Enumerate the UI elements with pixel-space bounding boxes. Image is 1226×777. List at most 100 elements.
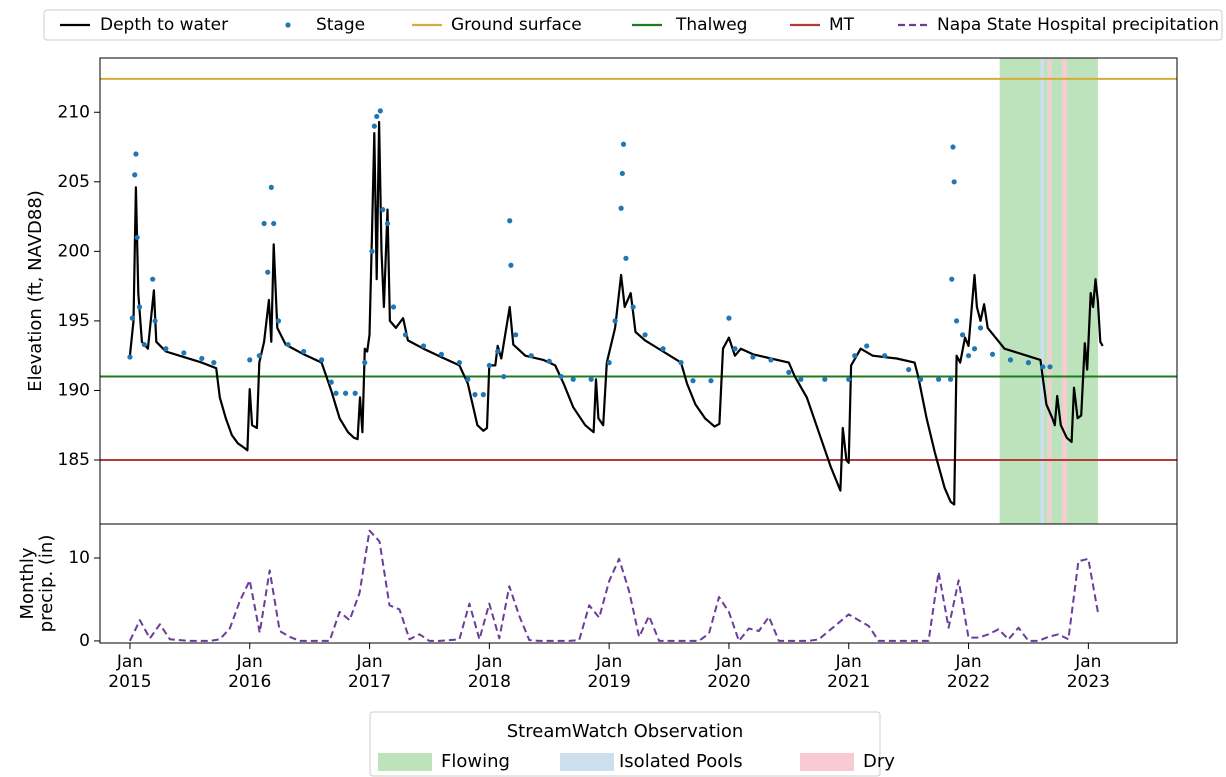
stage-point — [134, 234, 140, 241]
stage-point — [750, 354, 756, 360]
stage-point — [380, 207, 386, 213]
x-tick-label: Jan 2017 — [347, 652, 392, 692]
observation-span — [1040, 58, 1045, 524]
stage-point — [211, 360, 217, 366]
stage-point — [438, 351, 445, 357]
stage-point — [1025, 360, 1032, 366]
stage-point — [618, 205, 624, 211]
stage-point — [660, 346, 666, 352]
stage-point — [1040, 364, 1046, 370]
y-tick-label: 200 — [58, 241, 90, 261]
stage-point — [132, 172, 138, 178]
stage-point — [953, 318, 960, 324]
x-tick-label: Jan 2016 — [228, 652, 272, 692]
stage-point — [465, 376, 471, 382]
observation-span — [1044, 58, 1048, 524]
stage-point — [623, 255, 629, 261]
stage-point — [852, 353, 858, 359]
stage-point — [342, 390, 349, 396]
stage-point — [950, 144, 956, 150]
stage-point — [163, 346, 169, 352]
x-tick-label: Jan 2022 — [946, 652, 991, 692]
stage-point — [150, 276, 156, 282]
stage-point — [1047, 364, 1053, 370]
stage-point — [798, 376, 804, 382]
stage-point — [732, 346, 738, 352]
stage-point — [268, 184, 274, 190]
stage-point — [906, 366, 912, 373]
stage-point — [420, 343, 427, 349]
legend-label: Stage — [316, 15, 365, 35]
stage-point — [472, 392, 478, 398]
axes-frame — [99, 523, 1178, 644]
stage-point — [152, 318, 158, 324]
stage-point — [965, 353, 972, 359]
y-tick-label: 205 — [58, 172, 90, 192]
stage-point — [265, 269, 271, 275]
legend-label: Thalweg — [675, 15, 747, 35]
observation-span — [1047, 58, 1052, 524]
y-tick-label: 190 — [58, 380, 90, 400]
stage-point — [390, 304, 397, 310]
stage-point — [708, 378, 714, 384]
stage-point — [513, 332, 519, 338]
plot-content — [100, 58, 1177, 524]
observation-span — [999, 58, 1041, 524]
stage-point — [951, 179, 957, 185]
x-tick-label: Jan 2019 — [587, 652, 631, 692]
stage-point — [882, 353, 888, 359]
legend-label: Depth to water — [100, 15, 228, 35]
legend-swatch — [800, 753, 854, 771]
plot-area: 185 190 195 200 205 210 Elevation (ft, NAVD88) — [25, 57, 1178, 525]
stage-point — [402, 332, 409, 338]
stage-point — [619, 170, 625, 177]
stage-point — [369, 248, 375, 254]
stage-point — [133, 151, 139, 157]
legend-title: StreamWatch Observation — [507, 721, 744, 742]
stage-point — [333, 390, 339, 396]
stage-point — [768, 357, 774, 363]
stage-point — [989, 351, 996, 357]
stage-point — [480, 392, 486, 398]
stage-point — [971, 346, 978, 352]
stage-point — [558, 373, 564, 380]
y-tick-label: 185 — [58, 450, 90, 470]
stage-point — [271, 220, 277, 227]
legend-swatch — [560, 753, 614, 771]
stage-point — [508, 262, 514, 268]
stage-point — [256, 353, 262, 359]
stage-point — [1007, 357, 1014, 363]
x-tick-label: Jan 2018 — [467, 652, 511, 692]
legend-label: MT — [829, 15, 855, 35]
legend-label: Dry — [863, 751, 895, 772]
x-tick-label: Jan 2021 — [827, 652, 871, 692]
stage-point — [371, 123, 377, 129]
stage-point — [486, 362, 492, 369]
observation-span — [1066, 58, 1098, 524]
stage-point — [362, 360, 368, 366]
stage-point — [319, 357, 325, 363]
x-tick-label: Jan 2015 — [108, 652, 152, 692]
stage-point — [377, 108, 383, 114]
stage-point — [261, 220, 267, 227]
x-tick-label: Jan 2023 — [1066, 652, 1110, 692]
stage-point — [947, 376, 954, 382]
stage-point — [642, 332, 648, 338]
observation-span — [1061, 58, 1067, 524]
stage-point — [606, 360, 612, 366]
stage-point — [918, 376, 924, 382]
legend-label: Isolated Pools — [619, 751, 743, 772]
plot-content — [128, 529, 1100, 642]
y-tick-label: 210 — [58, 102, 90, 122]
legend-label: Flowing — [441, 751, 510, 772]
stage-point — [301, 348, 307, 355]
stage-point — [864, 343, 870, 349]
stage-point — [328, 379, 334, 385]
legend-label: Ground surface — [451, 15, 582, 35]
y-tick-label: 195 — [58, 311, 90, 331]
series-line — [128, 529, 1100, 642]
stage-point — [528, 353, 534, 359]
stage-point — [959, 332, 966, 338]
stage-point — [141, 341, 147, 348]
